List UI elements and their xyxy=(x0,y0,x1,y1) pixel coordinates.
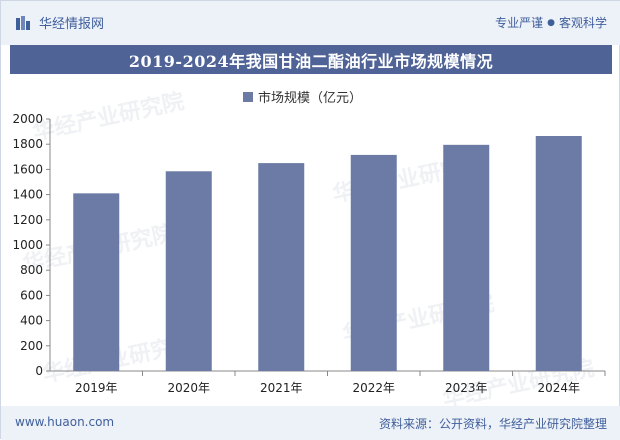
y-tick-label: 1800 xyxy=(12,137,43,151)
bullet-icon: ● xyxy=(547,17,555,28)
y-tick-label: 800 xyxy=(20,263,43,277)
chart-bars-logo-icon xyxy=(16,15,30,30)
header-bar: 华经情报网 专业严谨 ● 客观科学 xyxy=(1,1,620,45)
slogan-right: 客观科学 xyxy=(558,16,607,30)
x-tick-label: 2022年 xyxy=(352,381,395,395)
y-tick-label: 600 xyxy=(20,288,43,302)
legend-swatch xyxy=(243,92,253,102)
bar xyxy=(73,193,120,371)
footer-url[interactable]: www.huaon.com xyxy=(15,415,115,429)
footer-bar: www.huaon.com 资料来源：公开资料，华经产业研究院整理 xyxy=(1,406,620,440)
footer-source: 资料来源：公开资料，华经产业研究院整理 xyxy=(378,417,607,431)
x-tick-label: 2020年 xyxy=(167,381,210,395)
x-tick-label: 2023年 xyxy=(445,381,488,395)
bar xyxy=(443,144,490,371)
title-bar: 2019-2024年我国甘油二酯油行业市场规模情况 xyxy=(10,45,612,74)
x-tick-label: 2024年 xyxy=(537,381,580,395)
bar xyxy=(535,136,582,371)
bar xyxy=(350,154,397,371)
x-tick-label: 2019年 xyxy=(75,381,118,395)
y-tick-label: 200 xyxy=(20,339,43,353)
y-tick-label: 1400 xyxy=(12,188,43,202)
bar xyxy=(258,163,305,371)
y-tick-label: 400 xyxy=(20,314,43,328)
x-tick-label: 2021年 xyxy=(260,381,303,395)
bar xyxy=(165,171,212,371)
chart-title: 2019-2024年我国甘油二酯油行业市场规模情况 xyxy=(128,51,494,71)
y-tick-label: 1000 xyxy=(12,238,43,252)
slogan-left: 专业严谨 xyxy=(495,16,544,30)
legend-label: 市场规模（亿元） xyxy=(258,90,362,106)
slogan: 专业严谨 ● 客观科学 xyxy=(495,14,607,31)
y-tick-label: 1200 xyxy=(12,213,43,227)
y-tick-label: 2000 xyxy=(12,112,43,126)
y-tick-label: 1600 xyxy=(12,162,43,176)
brand-name: 华经情报网 xyxy=(39,17,105,32)
y-tick-label: 0 xyxy=(35,364,43,378)
brand[interactable]: 华经情报网 xyxy=(15,13,104,32)
